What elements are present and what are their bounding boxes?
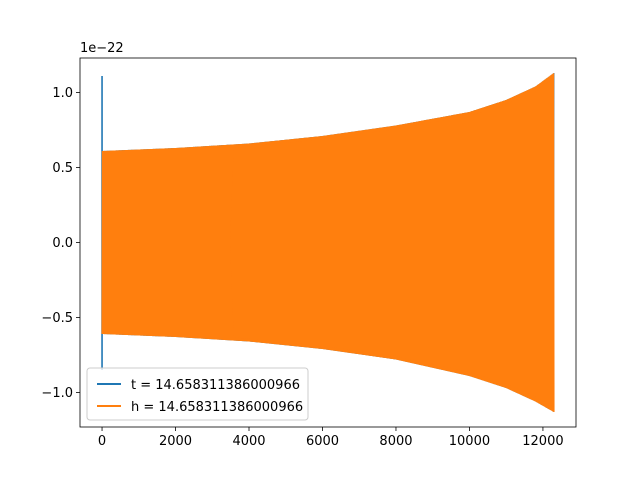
legend-label-h: h = 14.658311386000966 xyxy=(131,400,303,415)
y-offset-label: 1e−22 xyxy=(80,41,124,56)
y-tick-label: 0.5 xyxy=(52,161,73,176)
legend-box xyxy=(86,367,309,421)
x-tick-label: 2000 xyxy=(159,434,192,449)
x-axis: 0 2000 4000 6000 8000 10000 12000 xyxy=(98,427,564,449)
x-tick-label: 6000 xyxy=(306,434,339,449)
x-tick-label: 10000 xyxy=(449,434,490,449)
series-h-dense-fill xyxy=(102,78,554,407)
y-axis: −1.0 −0.5 0.0 0.5 1.0 xyxy=(41,86,80,401)
y-tick-label: 0.0 xyxy=(52,236,73,251)
y-tick-label: 1.0 xyxy=(52,86,73,101)
x-tick-label: 12000 xyxy=(522,434,563,449)
x-tick-label: 8000 xyxy=(379,434,412,449)
legend: t = 14.658311386000966 h = 14.6583113860… xyxy=(86,367,309,421)
legend-label-t: t = 14.658311386000966 xyxy=(131,378,300,393)
x-tick-label: 0 xyxy=(98,434,106,449)
x-tick-label: 4000 xyxy=(232,434,265,449)
y-tick-label: −1.0 xyxy=(41,386,73,401)
y-tick-label: −0.5 xyxy=(41,311,73,326)
data-layer xyxy=(101,72,555,413)
